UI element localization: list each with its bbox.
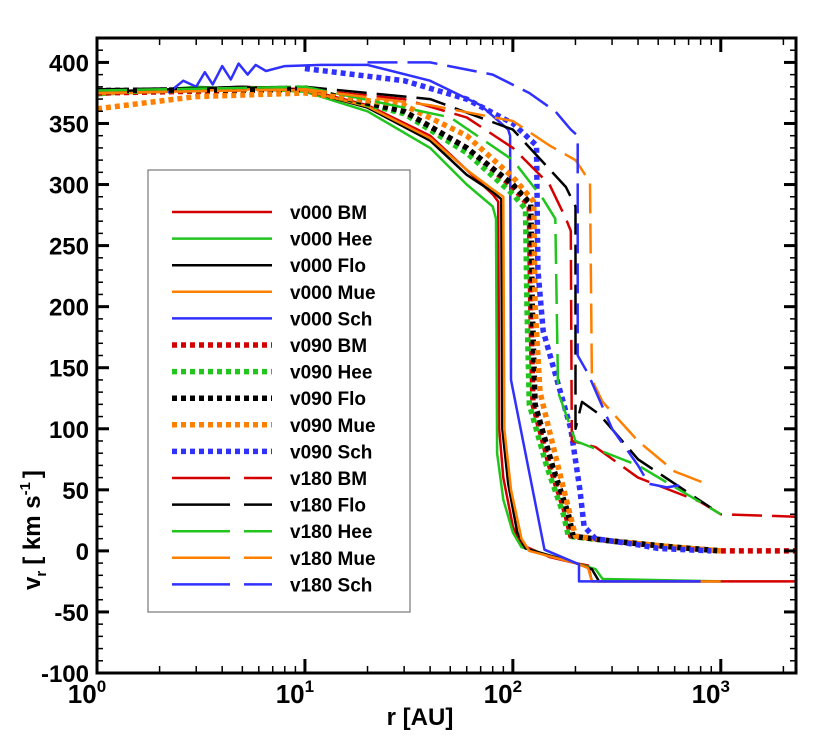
series-line-v180-bm (96, 88, 797, 518)
legend: v000 BM v000 Hee v000 Flo v000 Mue v000 Sch v… (147, 169, 411, 613)
series-line-v090-mue (96, 90, 722, 554)
legend-label: v180 Mue (290, 549, 376, 570)
legend-box (147, 169, 411, 613)
y-label-main: v (19, 576, 46, 590)
legend-label: v000 Hee (290, 230, 372, 251)
legend-label: v090 Flo (290, 389, 366, 410)
series-line-v000-sch (167, 62, 701, 583)
y-tick-label: 100 (49, 417, 89, 444)
legend-label: v000 Sch (290, 309, 372, 330)
y-label-exp: -1 (17, 482, 34, 495)
legend-label: v090 Sch (290, 442, 372, 463)
legend-label: v180 BM (290, 469, 367, 490)
x-tick-base: 10 (276, 679, 305, 709)
x-tick-base: 10 (484, 679, 513, 709)
legend-label: v180 Flo (290, 496, 366, 517)
x-tick-label: 103 (692, 677, 730, 709)
series-line-v090-hee (96, 85, 722, 554)
x-tick-exp: 2 (513, 677, 522, 696)
legend-label: v180 Sch (290, 575, 372, 596)
x-axis-label: r [AU] (387, 704, 454, 731)
x-tick-label: 100 (68, 677, 106, 709)
legend-label: v000 BM (290, 203, 367, 224)
legend-label: v090 Hee (290, 363, 372, 384)
legend-label: v090 BM (290, 336, 367, 357)
x-tick-exp: 1 (305, 677, 314, 696)
y-label-unit: [ km s (19, 495, 46, 564)
y-label-close: ] (19, 470, 46, 478)
series-line-v180-sch (367, 61, 689, 489)
svg-text:vr[ km s-1]: vr [ km s-1] (17, 470, 50, 590)
series-line-v000-mue (96, 88, 721, 583)
y-tick-label: -50 (54, 600, 89, 627)
series-line-v180-hee (96, 85, 722, 516)
x-tick-exp: 0 (97, 677, 106, 696)
y-tick-label: 400 (49, 50, 89, 77)
x-tick-base: 10 (68, 679, 97, 709)
curves-layer (96, 61, 797, 583)
y-tick-label: 300 (49, 173, 89, 200)
y-tick-label: 200 (49, 295, 89, 322)
y-tick-label: 150 (49, 356, 89, 383)
y-tick-label: -100 (41, 661, 89, 688)
legend-label: v180 Hee (290, 522, 372, 543)
legend-label: v000 Flo (290, 256, 366, 277)
legend-label: v090 Mue (290, 416, 376, 437)
y-tick-label: 0 (76, 539, 89, 566)
x-tick-label: 101 (276, 677, 314, 709)
x-tick-label: 102 (484, 677, 522, 709)
y-tick-label: 350 (49, 111, 89, 138)
legend-label: v000 Mue (290, 283, 376, 304)
x-tick-base: 10 (692, 679, 721, 709)
y-axis-label: vr [ km s-1] (17, 470, 50, 590)
y-tick-label: 250 (49, 234, 89, 261)
y-tick-label: 50 (62, 478, 89, 505)
series-line-v180-mue (96, 88, 707, 485)
y-label-sub: r (33, 571, 50, 577)
x-tick-exp: 3 (721, 677, 730, 696)
